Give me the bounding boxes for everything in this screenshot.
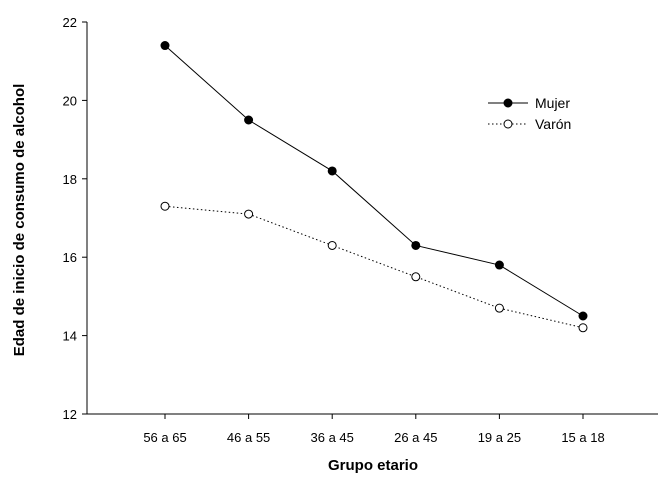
data-point-mujer: [244, 115, 254, 125]
y-axis-title: Edad de inicio de consumo de alcohol: [11, 84, 28, 357]
y-tick-label: 20: [63, 93, 77, 108]
data-point-mujer: [578, 311, 588, 321]
data-point-varon: [327, 240, 337, 250]
data-point-mujer: [411, 240, 421, 250]
y-tick-label: 14: [63, 329, 77, 344]
data-point-mujer: [160, 41, 170, 51]
data-point-varon: [494, 303, 504, 313]
legend: Mujer Varón: [488, 95, 571, 132]
x-tick-label: 46 a 55: [227, 430, 270, 445]
axes: 12 14 16 18 20 22 56 a 65 46 a 55 36 a 45 26 a 45…: [63, 15, 658, 445]
x-tick-label: 19 a 25: [478, 430, 521, 445]
series-line-varon: [164, 205, 584, 329]
data-point-varon: [244, 209, 254, 219]
x-tick-label: 26 a 45: [394, 430, 437, 445]
data-point-mujer: [494, 260, 504, 270]
plot-marks: [160, 41, 588, 333]
data-point-varon: [578, 323, 588, 333]
x-tick-label: 15 a 18: [561, 430, 604, 445]
data-point-varon: [411, 272, 421, 282]
legend-marker-varon: [503, 119, 513, 129]
series-line-mujer: [164, 45, 584, 317]
legend-label-varon: Varón: [535, 116, 571, 132]
data-point-mujer: [327, 166, 337, 176]
x-tick-label: 36 a 45: [311, 430, 354, 445]
x-tick-label: 56 a 65: [143, 430, 186, 445]
y-tick-label: 12: [63, 407, 77, 422]
y-tick-label: 18: [63, 172, 77, 187]
y-tick-label: 22: [63, 15, 77, 30]
legend-label-mujer: Mujer: [535, 95, 570, 111]
y-tick-label: 16: [63, 250, 77, 265]
legend-marker-mujer: [503, 98, 513, 108]
x-axis-title: Grupo etario: [328, 457, 418, 474]
data-point-varon: [160, 201, 170, 211]
